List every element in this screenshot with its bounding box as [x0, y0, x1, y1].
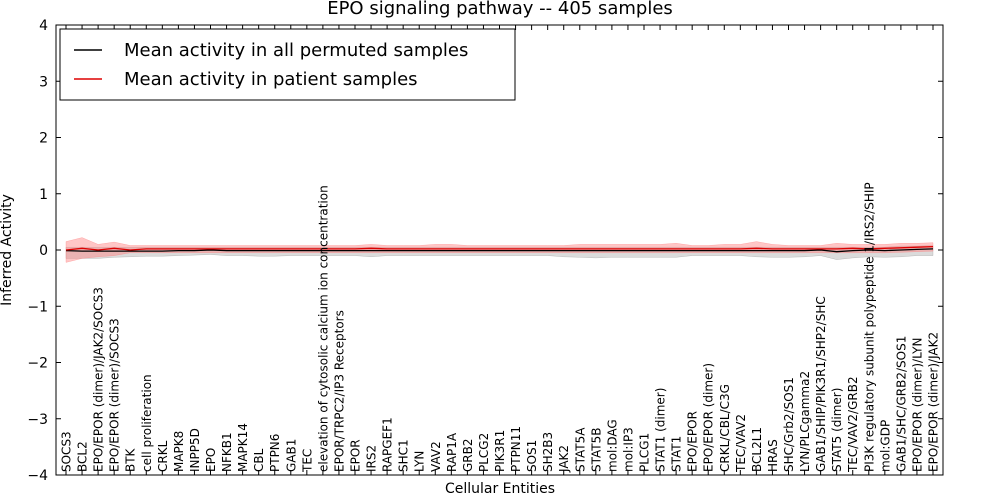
x-tick-label: SOCS3	[60, 431, 74, 472]
x-tick-label: BCL2	[76, 441, 90, 472]
x-tick-label: SHC1	[397, 439, 411, 472]
x-tick-label: GRB2	[461, 438, 475, 472]
x-tick-label: CBL	[252, 448, 266, 472]
x-tick-label: PLCG1	[638, 433, 652, 472]
y-tick-label: 4	[39, 18, 48, 34]
y-tick-label: −1	[27, 299, 48, 315]
x-tick-label: JAK2	[557, 445, 571, 473]
chart-title: EPO signaling pathway -- 405 samples	[327, 0, 673, 19]
x-tick-label: STAT5B	[589, 428, 603, 473]
x-tick-label: HRAS	[766, 439, 780, 472]
x-tick-label: GAB1	[284, 439, 298, 472]
x-tick-label: EPO/EPOR (dimer)	[702, 363, 716, 472]
x-tick-label: INPP5D	[188, 428, 202, 472]
legend-label-patient: Mean activity in patient samples	[124, 69, 418, 90]
x-tick-label: STAT5 (dimer)	[830, 388, 844, 472]
x-tick-label: EPO/EPOR (dimer)/LYN	[910, 338, 924, 472]
legend: Mean activity in all permuted samples Me…	[59, 28, 516, 101]
x-tick-label: PIK3R1	[493, 430, 507, 472]
y-tick-label: 1	[39, 187, 48, 203]
x-tick-label: STAT5A	[573, 427, 587, 472]
legend-label-permuted: Mean activity in all permuted samples	[124, 40, 468, 61]
x-tick-label: PTPN6	[268, 434, 282, 472]
x-tick-label: BCL2L1	[750, 427, 764, 472]
x-tick-label: TEC	[300, 449, 314, 473]
x-tick-label: MAPK14	[236, 423, 250, 472]
y-tick-label: 2	[39, 131, 48, 147]
y-axis-ticks: −4 −3 −2 −1 0 1 2 3 4	[27, 18, 943, 484]
x-axis-label: Cellular Entities	[445, 481, 555, 497]
x-tick-label: PTPN11	[509, 426, 523, 472]
x-tick-label: mol:GDP	[878, 420, 892, 472]
x-tick-label: CRKL/CBL/C3G	[718, 384, 732, 472]
y-tick-label: −2	[27, 356, 48, 372]
x-tick-label: elevation of cytosolic calcium ion conce…	[316, 185, 330, 472]
x-tick-label: RAPGEF1	[381, 417, 395, 472]
x-tick-label: cell proliferation	[140, 374, 154, 472]
y-tick-label: 0	[39, 243, 48, 259]
x-axis-tick-labels: SOCS3 BCL2 EPO/EPOR (dimer)/JAK2/SOCS3 EPO/…	[60, 25, 941, 475]
x-tick-label: BTK	[124, 447, 138, 472]
x-tick-label: LYN	[413, 451, 427, 472]
x-tick-label: EPO/EPOR (dimer)/JAK2	[927, 332, 941, 472]
x-tick-label: mol:IP3	[621, 427, 635, 472]
x-tick-label: LYN/PLCgamma2	[798, 371, 812, 472]
y-tick-label: −4	[27, 468, 48, 484]
series-line-permuted	[65, 248, 934, 253]
y-tick-label: −3	[27, 412, 48, 428]
x-tick-label: SOS1	[525, 440, 539, 472]
y-axis-label: Inferred Activity	[0, 194, 15, 306]
x-tick-label: MAPK8	[172, 431, 186, 472]
x-tick-label: EPO/EPOR (dimer)/JAK2/SOCS3	[92, 287, 106, 472]
y-tick-label: 3	[39, 74, 48, 90]
x-tick-label: RAP1A	[445, 432, 459, 472]
x-tick-label: TEC/VAV2/GRB2	[846, 376, 860, 473]
legend-box	[59, 28, 516, 101]
x-tick-label: EPO	[204, 448, 218, 472]
x-tick-label: GAB1/SHC/GRB2/SOS1	[894, 336, 908, 472]
x-tick-label: EPO/EPOR	[686, 411, 700, 472]
x-tick-label: SHC/Grb2/SOS1	[782, 377, 796, 472]
x-tick-label: PLCG2	[477, 433, 491, 472]
x-tick-label: EPOR/TRPC2/IP3 Receptors	[332, 310, 346, 472]
x-tick-label: TEC/VAV2	[734, 414, 748, 473]
x-tick-label: CRKL	[156, 440, 170, 472]
x-tick-label: IRS2	[365, 445, 379, 472]
series-line-patient	[65, 245, 934, 251]
x-tick-label: mol:DAG	[605, 419, 619, 472]
x-tick-label: EPO/EPOR (dimer)/SOCS3	[108, 318, 122, 472]
x-tick-label: STAT1	[670, 436, 684, 472]
x-tick-label: SH2B3	[541, 432, 555, 472]
x-tick-label: NFKB1	[220, 432, 234, 472]
x-tick-label: VAV2	[429, 441, 443, 472]
x-tick-label: EPOR	[349, 439, 363, 472]
x-tick-label: STAT1 (dimer)	[654, 388, 668, 472]
x-tick-label: PI3K regulatory subunit polypeptide 1/IR…	[862, 182, 876, 472]
series-lines	[65, 245, 934, 253]
x-tick-label: GAB1/SHIP/PIK3R1/SHP2/SHC	[814, 296, 828, 472]
